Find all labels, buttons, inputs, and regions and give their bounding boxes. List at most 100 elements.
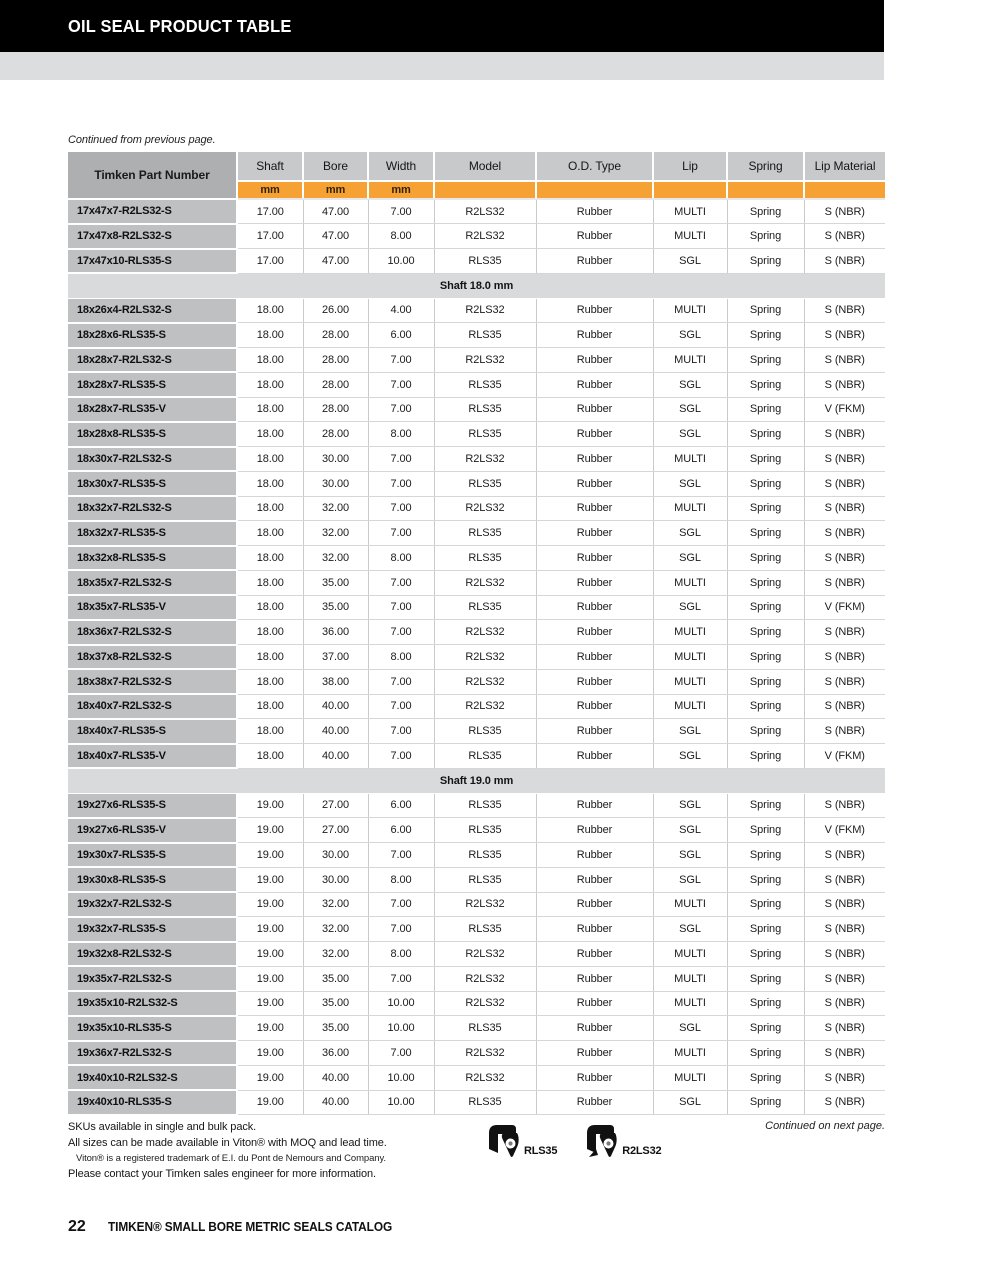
- data-cell: RLS35: [434, 743, 537, 769]
- data-cell: 30.00: [303, 471, 369, 497]
- data-cell: 19.00: [237, 966, 304, 992]
- part-number-cell: 18x28x7-R2LS32-S: [68, 347, 238, 374]
- part-number-cell: 19x35x10-RLS35-S: [68, 1015, 238, 1042]
- data-cell: R2LS32: [434, 619, 537, 645]
- table-row: 18x28x8-RLS35-S 18.00 28.00 8.00 RLS35 Rubber…: [68, 421, 885, 448]
- part-number-cell: 18x30x7-RLS35-S: [68, 471, 238, 497]
- data-cell: 7.00: [368, 570, 435, 596]
- data-cell: 6.00: [368, 322, 435, 348]
- data-cell: RLS35: [434, 322, 537, 348]
- data-cell: R2LS32: [434, 941, 537, 967]
- data-cell: Spring: [727, 669, 805, 695]
- data-cell: 7.00: [368, 595, 435, 621]
- data-cell: SGL: [653, 817, 728, 843]
- data-cell: Spring: [727, 570, 805, 596]
- part-number-cell: 19x32x7-RLS35-S: [68, 916, 238, 943]
- data-cell: 18.00: [237, 694, 304, 720]
- table-row: 19x32x7-RLS35-S 19.00 32.00 7.00 RLS35 Rubber…: [68, 916, 885, 943]
- part-number-cell: 19x40x10-RLS35-S: [68, 1090, 238, 1116]
- part-number-cell: 18x30x7-R2LS32-S: [68, 446, 238, 473]
- table-row: 18x40x7-R2LS32-S 18.00 40.00 7.00 R2LS32 Rubb…: [68, 694, 885, 720]
- data-cell: R2LS32: [434, 694, 537, 720]
- data-cell: Rubber: [536, 1090, 654, 1116]
- data-cell: R2LS32: [434, 644, 537, 670]
- header-accent-band: [0, 52, 884, 80]
- data-cell: S (NBR): [804, 941, 885, 967]
- table-row: 19x32x8-R2LS32-S 19.00 32.00 8.00 R2LS32 Rubb…: [68, 941, 885, 968]
- data-cell: Spring: [727, 322, 805, 348]
- data-cell: Spring: [727, 397, 805, 423]
- data-cell: Spring: [727, 941, 805, 967]
- data-cell: R2LS32: [434, 669, 537, 695]
- data-cell: 7.00: [368, 966, 435, 992]
- page-footer: 22 TIMKEN® SMALL BORE METRIC SEALS CATAL…: [68, 1218, 407, 1236]
- data-cell: S (NBR): [804, 644, 885, 670]
- part-number-cell: 18x40x7-R2LS32-S: [68, 694, 238, 720]
- part-number-cell: 17x47x7-R2LS32-S: [68, 199, 238, 225]
- data-cell: Rubber: [536, 867, 654, 893]
- data-cell: 19.00: [237, 1065, 304, 1091]
- data-cell: V (FKM): [804, 397, 885, 423]
- data-cell: 7.00: [368, 718, 435, 744]
- data-cell: 17.00: [237, 199, 304, 225]
- data-cell: 8.00: [368, 545, 435, 571]
- data-cell: 8.00: [368, 867, 435, 893]
- data-cell: Rubber: [536, 941, 654, 967]
- data-cell: 7.00: [368, 694, 435, 720]
- data-cell: SGL: [653, 372, 728, 398]
- part-number-cell: 19x32x8-R2LS32-S: [68, 941, 238, 968]
- data-cell: S (NBR): [804, 842, 885, 868]
- part-number-cell: 17x47x10-RLS35-S: [68, 248, 238, 275]
- data-cell: RLS35: [434, 817, 537, 843]
- data-cell: 26.00: [303, 298, 369, 324]
- data-cell: 7.00: [368, 397, 435, 423]
- data-cell: Rubber: [536, 545, 654, 571]
- col-header-lip: Lip: [653, 152, 728, 182]
- data-cell: MULTI: [653, 570, 728, 596]
- part-number-cell: 19x32x7-R2LS32-S: [68, 892, 238, 918]
- data-cell: 10.00: [368, 1015, 435, 1041]
- data-cell: 8.00: [368, 421, 435, 447]
- data-cell: RLS35: [434, 248, 537, 274]
- data-cell: MULTI: [653, 694, 728, 720]
- data-cell: Rubber: [536, 421, 654, 447]
- part-number-cell: 18x40x7-RLS35-S: [68, 718, 238, 745]
- data-cell: 17.00: [237, 223, 304, 249]
- data-cell: 36.00: [303, 619, 369, 645]
- data-cell: 32.00: [303, 496, 369, 522]
- table-row: 18x38x7-R2LS32-S 18.00 38.00 7.00 R2LS32 Rubb…: [68, 669, 885, 695]
- part-number-cell: 19x27x6-RLS35-S: [68, 793, 238, 819]
- part-number-cell: 18x32x7-R2LS32-S: [68, 496, 238, 522]
- part-number-cell: 18x28x7-RLS35-V: [68, 397, 238, 423]
- data-cell: 7.00: [368, 916, 435, 942]
- data-cell: RLS35: [434, 916, 537, 942]
- footnote-line: Please contact your Timken sales enginee…: [68, 1167, 376, 1180]
- rls35-seal-icon: [485, 1122, 521, 1160]
- data-cell: 6.00: [368, 793, 435, 819]
- footnotes: SKUs available in single and bulk pack. …: [68, 1120, 387, 1182]
- data-cell: S (NBR): [804, 223, 885, 249]
- data-cell: R2LS32: [434, 199, 537, 225]
- data-cell: 37.00: [303, 644, 369, 670]
- data-cell: Spring: [727, 496, 805, 522]
- data-cell: Spring: [727, 842, 805, 868]
- part-number-cell: 19x35x10-R2LS32-S: [68, 991, 238, 1017]
- data-cell: S (NBR): [804, 372, 885, 398]
- data-cell: S (NBR): [804, 718, 885, 744]
- data-cell: Rubber: [536, 991, 654, 1017]
- data-cell: RLS35: [434, 1090, 537, 1116]
- data-cell: 36.00: [303, 1040, 369, 1066]
- table-row: 18x28x7-R2LS32-S 18.00 28.00 7.00 R2LS32 Rubb…: [68, 347, 885, 374]
- data-cell: 8.00: [368, 941, 435, 967]
- data-cell: 18.00: [237, 669, 304, 695]
- data-cell: 7.00: [368, 496, 435, 522]
- data-cell: 7.00: [368, 199, 435, 225]
- data-cell: SGL: [653, 718, 728, 744]
- col-header-width: Width: [368, 152, 435, 182]
- data-cell: 18.00: [237, 421, 304, 447]
- unit-empty: [727, 181, 805, 200]
- table-row: 19x35x10-R2LS32-S 19.00 35.00 10.00 R2LS32 Ru…: [68, 991, 885, 1017]
- data-cell: 18.00: [237, 520, 304, 546]
- data-cell: 10.00: [368, 1065, 435, 1091]
